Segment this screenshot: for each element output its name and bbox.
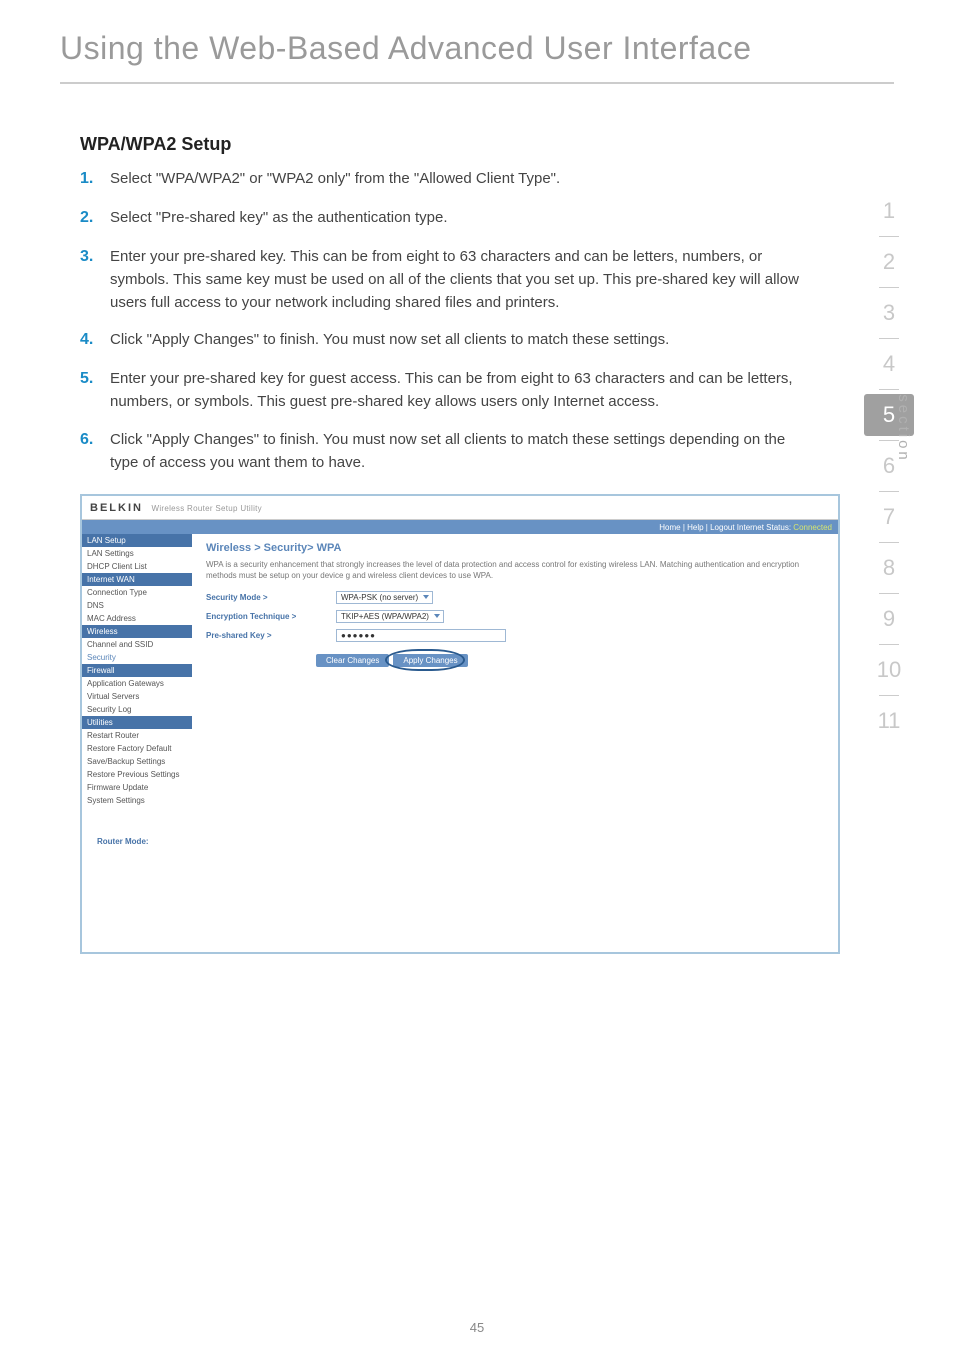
nav-3[interactable]: 3 <box>864 292 914 334</box>
router-mode-label: Router Mode: <box>82 807 192 851</box>
steps-list: 1.Select "WPA/WPA2" or "WPA2 only" from … <box>80 167 814 474</box>
sb-item[interactable]: MAC Address <box>82 612 192 625</box>
step-item: 5.Enter your pre-shared key for guest ac… <box>80 367 814 414</box>
nav-4[interactable]: 4 <box>864 343 914 385</box>
section-label: section <box>895 394 912 463</box>
sb-item[interactable]: Restore Previous Settings <box>82 768 192 781</box>
sb-item[interactable]: Restart Router <box>82 729 192 742</box>
scr-header: BELKIN Wireless Router Setup Utility <box>82 496 838 520</box>
preshared-key-input[interactable]: ●●●●●● <box>336 629 506 642</box>
section-nav: 1 2 3 4 5 6 7 8 9 10 11 section <box>864 190 914 742</box>
sb-item[interactable]: LAN Settings <box>82 547 192 560</box>
nav-10[interactable]: 10 <box>864 649 914 691</box>
sb-item[interactable]: Connection Type <box>82 586 192 599</box>
topbar-links[interactable]: Home | Help | Logout Internet Status: <box>659 523 791 532</box>
step-text: Enter your pre-shared key for guest acce… <box>110 367 814 414</box>
encryption-label: Encryption Technique > <box>206 612 336 621</box>
nav-2[interactable]: 2 <box>864 241 914 283</box>
page-number: 45 <box>0 1320 954 1335</box>
security-mode-select[interactable]: WPA-PSK (no server) <box>336 591 433 604</box>
clear-changes-button[interactable]: Clear Changes <box>316 654 389 667</box>
step-num: 5. <box>80 367 110 414</box>
scr-sidebar: LAN Setup LAN Settings DHCP Client List … <box>82 534 192 952</box>
nav-9[interactable]: 9 <box>864 598 914 640</box>
scr-topbar: Home | Help | Logout Internet Status: Co… <box>82 520 838 534</box>
step-num: 2. <box>80 206 110 231</box>
sb-hdr-utilities[interactable]: Utilities <box>82 716 192 729</box>
step-num: 6. <box>80 428 110 475</box>
step-text: Enter your pre-shared key. This can be f… <box>110 245 814 315</box>
sb-item-security[interactable]: Security <box>82 651 192 664</box>
scr-main: Wireless > Security> WPA WPA is a securi… <box>192 534 838 952</box>
step-num: 1. <box>80 167 110 192</box>
belkin-logo: BELKIN <box>90 502 143 514</box>
setup-heading: WPA/WPA2 Setup <box>80 134 814 155</box>
security-mode-label: Security Mode > <box>206 593 336 602</box>
sb-item[interactable]: Application Gateways <box>82 677 192 690</box>
sb-item[interactable]: Security Log <box>82 703 192 716</box>
title-rule <box>60 82 894 84</box>
sb-hdr-lan[interactable]: LAN Setup <box>82 534 192 547</box>
step-text: Click "Apply Changes" to finish. You mus… <box>110 328 814 353</box>
step-text: Click "Apply Changes" to finish. You mus… <box>110 428 814 475</box>
content-area: WPA/WPA2 Setup 1.Select "WPA/WPA2" or "W… <box>0 134 954 474</box>
internet-status: Connected <box>793 523 832 532</box>
step-item: 2.Select "Pre-shared key" as the authent… <box>80 206 814 231</box>
preshared-key-label: Pre-shared Key > <box>206 631 336 640</box>
embedded-screenshot: BELKIN Wireless Router Setup Utility Hom… <box>80 494 840 954</box>
step-item: 3.Enter your pre-shared key. This can be… <box>80 245 814 315</box>
sb-hdr-firewall[interactable]: Firewall <box>82 664 192 677</box>
step-text: Select "Pre-shared key" as the authentic… <box>110 206 814 231</box>
step-num: 4. <box>80 328 110 353</box>
sb-item[interactable]: Firmware Update <box>82 781 192 794</box>
sb-item[interactable]: Virtual Servers <box>82 690 192 703</box>
sb-item[interactable]: Restore Factory Default <box>82 742 192 755</box>
step-text: Select "WPA/WPA2" or "WPA2 only" from th… <box>110 167 814 192</box>
sb-hdr-wan[interactable]: Internet WAN <box>82 573 192 586</box>
step-num: 3. <box>80 245 110 315</box>
nav-8[interactable]: 8 <box>864 547 914 589</box>
step-item: 6.Click "Apply Changes" to finish. You m… <box>80 428 814 475</box>
apply-changes-button[interactable]: Apply Changes <box>393 654 467 667</box>
encryption-select[interactable]: TKIP+AES (WPA/WPA2) <box>336 610 444 623</box>
page-title: Using the Web-Based Advanced User Interf… <box>0 0 954 77</box>
breadcrumb: Wireless > Security> WPA <box>206 542 824 554</box>
nav-1[interactable]: 1 <box>864 190 914 232</box>
sb-item[interactable]: DHCP Client List <box>82 560 192 573</box>
logo-subtitle: Wireless Router Setup Utility <box>151 504 262 513</box>
sb-item[interactable]: Save/Backup Settings <box>82 755 192 768</box>
sb-hdr-wireless[interactable]: Wireless <box>82 625 192 638</box>
step-item: 1.Select "WPA/WPA2" or "WPA2 only" from … <box>80 167 814 192</box>
sb-item[interactable]: System Settings <box>82 794 192 807</box>
sb-item[interactable]: DNS <box>82 599 192 612</box>
wpa-description: WPA is a security enhancement that stron… <box>206 560 824 581</box>
nav-7[interactable]: 7 <box>864 496 914 538</box>
nav-11[interactable]: 11 <box>864 700 914 742</box>
step-item: 4.Click "Apply Changes" to finish. You m… <box>80 328 814 353</box>
sb-item[interactable]: Channel and SSID <box>82 638 192 651</box>
